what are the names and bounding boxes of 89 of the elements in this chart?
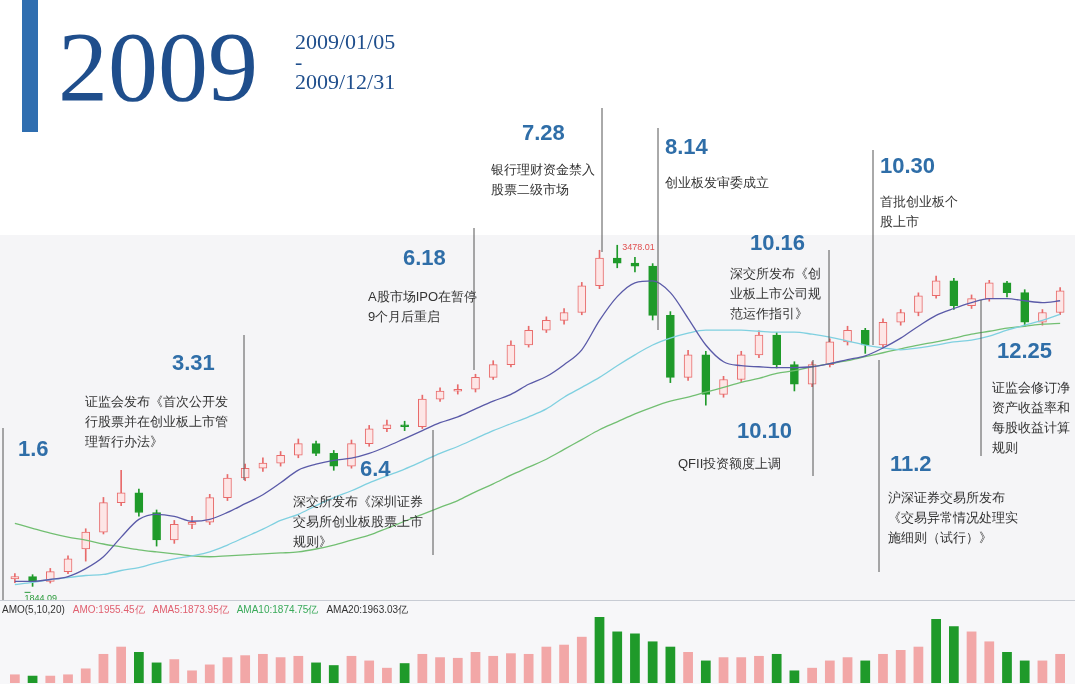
annotation: 1.6: [18, 436, 50, 462]
annotation: 12.25: [997, 338, 1054, 364]
text: 10.30: [880, 153, 937, 179]
annotation: 深交所发布《创业板上市公司规范运作指引》: [730, 265, 822, 323]
text: 创业板发审委成立: [665, 174, 770, 192]
bar: [807, 667, 817, 683]
bar: [328, 665, 339, 683]
bar: [417, 653, 428, 683]
bar: [842, 657, 853, 683]
bar: [204, 664, 215, 683]
bar: [187, 670, 197, 683]
chart-title: 2009: [58, 11, 258, 122]
annotation: 6.18: [403, 245, 447, 271]
annotation: 证监会修订净资产收益率和每股收益计算规则: [992, 379, 1071, 457]
bar: [700, 660, 711, 683]
bar: [1037, 660, 1048, 683]
annotation: QFII投资额度上调: [678, 455, 783, 473]
bar: [506, 653, 516, 683]
text: AMA10:1874.75亿: [236, 604, 319, 615]
bar: [382, 667, 392, 683]
annotation: 10.10: [737, 418, 794, 444]
bar: [222, 657, 233, 683]
chart-subtitle: 2009/01/05 - 2009/12/31: [295, 29, 396, 94]
bar: [647, 641, 658, 683]
bar: [736, 657, 747, 683]
bar: [878, 653, 888, 683]
bar: [966, 631, 977, 683]
annotation: 沪深证券交易所发布《交易异常情况处理实施细则（试行）》: [888, 489, 1018, 547]
bar: [1019, 660, 1030, 683]
bar: [523, 653, 534, 683]
bar: [559, 644, 569, 683]
text: AMO:1955.45亿: [72, 604, 145, 615]
candlestick: [453, 384, 463, 395]
annotation: 3.31: [172, 350, 216, 376]
bar: [346, 655, 357, 683]
text: 首批创业板个股上市: [880, 193, 959, 231]
annotation: 证监会发布《首次公开发行股票并在创业板上市管理暂行办法》: [85, 393, 229, 451]
bar: [984, 641, 995, 683]
bar: [9, 674, 20, 683]
bar: [116, 646, 127, 683]
bar: [665, 646, 676, 683]
bar: [169, 659, 180, 683]
bar: [630, 633, 640, 683]
bar: [789, 670, 800, 683]
annotation: A股市场IPO在暂停9个月后重启: [368, 288, 478, 326]
text: 银行理财资金禁入股票二级市场: [491, 161, 596, 199]
text: 7.28: [522, 120, 566, 146]
bar: [240, 655, 251, 683]
bar: [80, 668, 91, 683]
text: AMA5:1873.95亿: [152, 604, 229, 615]
bar: [134, 651, 144, 683]
bar: [1055, 653, 1066, 683]
bar: [435, 657, 445, 683]
bar: [364, 660, 375, 683]
bar: [1002, 651, 1012, 683]
annotation: 6.4: [360, 456, 392, 482]
bar: [931, 618, 941, 683]
bar: [541, 646, 552, 683]
bar: [470, 651, 481, 683]
annotation: 3478.01: [622, 241, 655, 252]
bar: [311, 662, 321, 683]
bar: [63, 674, 73, 683]
bar: [895, 650, 906, 683]
bar: [275, 657, 286, 683]
bar: [45, 675, 56, 683]
bar: [452, 657, 463, 683]
bar: [258, 653, 268, 683]
annotation: 11.2: [890, 451, 933, 477]
bar: [293, 655, 304, 683]
bar: [860, 660, 871, 683]
text: AMO(5,10,20): [2, 604, 65, 615]
text: AMA20:1963.03亿: [326, 604, 409, 615]
bar: [824, 660, 835, 683]
bar: [98, 653, 109, 683]
bar: [754, 655, 764, 683]
bar: [151, 662, 162, 683]
bar: [771, 653, 782, 683]
annotation: 10.16: [750, 230, 807, 256]
bar: [612, 631, 623, 683]
text: 8.14: [665, 134, 709, 160]
bar: [576, 636, 587, 683]
bar: [399, 663, 410, 683]
bar: [683, 651, 693, 683]
bar: [594, 617, 605, 683]
bar: [488, 655, 499, 683]
text: 1844.09: [24, 592, 58, 603]
bar: [948, 626, 959, 683]
bar: [913, 646, 924, 683]
bar: [718, 657, 729, 683]
